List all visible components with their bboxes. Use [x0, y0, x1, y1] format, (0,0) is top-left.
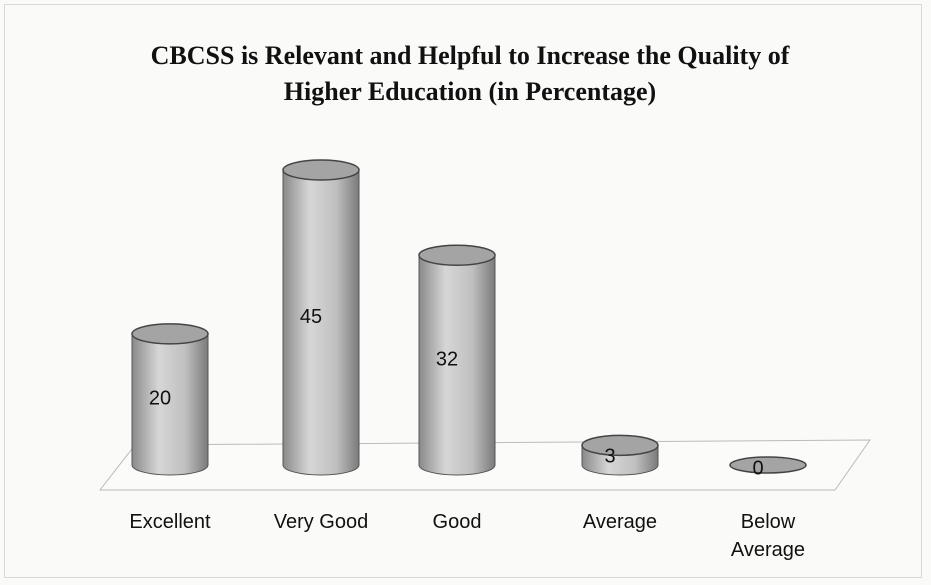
cylinder-top — [282, 159, 360, 181]
x-tick-label: Average — [582, 511, 658, 533]
data-label: 45 — [300, 306, 322, 328]
cylinder-top — [418, 244, 496, 266]
data-label: 20 — [149, 388, 171, 410]
data-label: 0 — [752, 457, 763, 479]
data-label: 3 — [604, 446, 615, 468]
data-label: 32 — [436, 348, 458, 370]
cylinder-body — [131, 333, 209, 476]
cylinder-body — [418, 254, 496, 476]
chart-title: CBCSS is Relevant and Helpful to Increas… — [150, 41, 790, 106]
x-tick-label: Excellent — [129, 511, 211, 533]
x-tick-label: Below Average — [730, 511, 806, 561]
cylinder-top — [581, 434, 659, 457]
x-tick-label: Very Good — [273, 511, 369, 533]
cylinder-top — [131, 323, 209, 345]
x-tick-label: Good — [432, 511, 482, 533]
cylinder-body — [282, 169, 360, 476]
chart-frame — [4, 4, 922, 578]
cylinder-top — [729, 456, 807, 474]
